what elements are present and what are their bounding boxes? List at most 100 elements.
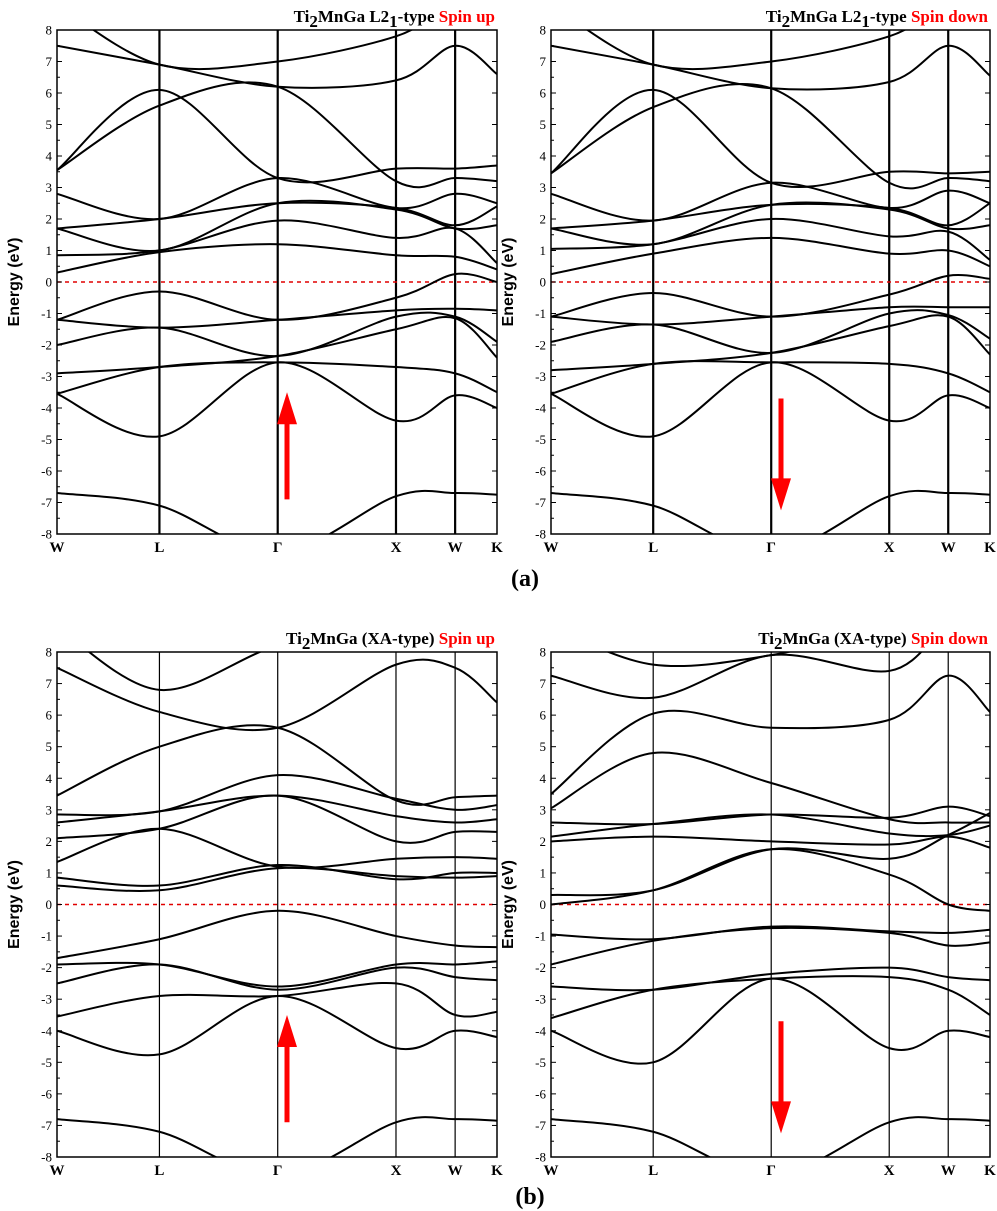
band-line-band-13 [551,674,990,795]
y-tick-label: -7 [41,495,52,510]
band-line-band-14 [551,652,923,700]
y-tick-label: -3 [535,369,546,384]
y-tick-label: -3 [41,992,52,1007]
y-tick-label: -3 [41,369,52,384]
band-line-band-3 [551,975,990,1020]
y-tick-label: 0 [46,275,53,290]
band-line-band-11 [57,794,497,824]
band-line-band-1 [57,489,497,534]
y-tick-label: 4 [46,149,53,164]
y-tick-label: -1 [41,929,52,944]
band-line-band-5 [57,960,497,988]
bands [57,30,497,534]
y-tick-label: 5 [540,117,547,132]
kpoint-label: K [491,540,503,556]
band-line-band-12 [551,751,990,825]
y-tick-label: 4 [540,149,547,164]
y-tick-label: -5 [41,432,52,447]
y-tick-label: -2 [535,338,546,353]
kpoint-label: X [884,540,895,556]
band-line-band-9 [57,827,497,869]
y-tick-label: -7 [41,1118,52,1133]
kpoint-label: W [544,540,559,556]
kpoint-label: W [50,1163,65,1179]
y-tick-label: 6 [540,86,547,101]
band-line-band-11 [551,202,990,230]
band-line-band-13 [551,88,990,189]
y-tick-label: 0 [540,275,547,290]
y-tick-label: 8 [46,645,53,660]
y-tick-label: -5 [41,1055,52,1070]
y-tick-label: 1 [540,865,547,880]
band-line-band-8 [551,236,990,276]
y-tick-label: 3 [46,802,53,817]
band-line-band-2 [57,361,497,438]
kpoint-label: L [648,1163,658,1179]
y-tick-label: -4 [535,401,546,416]
y-tick-label: 6 [46,708,53,723]
kpoint-label: K [984,1163,996,1179]
y-tick-label: -2 [41,960,52,975]
y-tick-label: 7 [540,676,547,691]
kpoint-label: Γ [273,1163,283,1179]
band-line-band-8 [57,243,497,274]
kpoint-label: L [154,540,164,556]
y-tick-label: -5 [535,432,546,447]
kpoint-label: Γ [766,540,776,556]
band-line-band-6 [551,925,990,941]
band-line-band-10 [551,813,990,838]
band-line-band-2 [551,977,990,1065]
band-line-band-9 [551,217,990,261]
panel-title: Ti2MnGa L21-type Spin down [766,7,989,31]
y-tick-label: 2 [540,212,547,227]
band-line-band-2 [57,995,497,1057]
band-line-band-10 [551,201,990,246]
panel-b-right: -8 -7 -6 -5 -4 -3 -2 -1 0 1 2 3 4 5 6 7 8 W L Γ X W K Energy (e… [500,629,996,1179]
kpoint-label: X [391,540,402,556]
kpoint-label: L [648,540,658,556]
band-line-band-13 [57,724,497,806]
band-line-band-14 [57,658,497,732]
kpoint-label: Γ [273,540,283,556]
y-tick-label: 3 [46,180,53,195]
band-line-band-3 [551,360,990,395]
band-line-band-6 [57,909,497,960]
spin-up-arrow-icon [277,392,297,500]
band-line-band-10 [57,794,497,844]
band-line-band-5 [551,309,990,354]
panel-title: Ti2MnGa L21-type Spin up [294,7,495,31]
y-tick-label: -3 [535,992,546,1007]
y-tick-label: 7 [46,676,53,691]
band-line-band-7 [57,272,497,321]
y-axis-label: Energy (eV) [500,238,517,327]
y-tick-label: -4 [41,1023,52,1038]
y-tick-label: 5 [46,739,53,754]
band-line-band-5 [551,926,990,966]
y-axis-label: Energy (eV) [6,238,23,327]
band-line-band-14 [551,82,990,190]
y-tick-label: -2 [535,960,546,975]
kpoint-label: W [448,1163,463,1179]
y-tick-label: -6 [41,464,52,479]
y-tick-label: 2 [46,834,53,849]
spin-down-arrow-icon [771,1021,791,1134]
spin-up-arrow-icon [277,1014,297,1123]
band-line-band-15 [606,652,793,668]
band-line-band-8 [57,864,497,887]
bands [551,652,990,1157]
band-line-band-16 [91,30,414,71]
kpoint-label: Γ [766,1163,776,1179]
y-tick-label: 1 [46,865,53,880]
y-tick-label: 2 [46,212,53,227]
y-tick-label: -6 [41,1086,52,1101]
y-tick-label: -4 [535,1023,546,1038]
kpoint-label: L [154,1163,164,1179]
y-tick-label: -1 [535,929,546,944]
kpoint-label: W [544,1163,559,1179]
band-line-band-2 [551,361,990,438]
y-axis-label: Energy (eV) [500,860,517,949]
kpoint-label: K [984,540,996,556]
band-line-band-1 [551,489,990,534]
y-tick-label: -1 [41,306,52,321]
